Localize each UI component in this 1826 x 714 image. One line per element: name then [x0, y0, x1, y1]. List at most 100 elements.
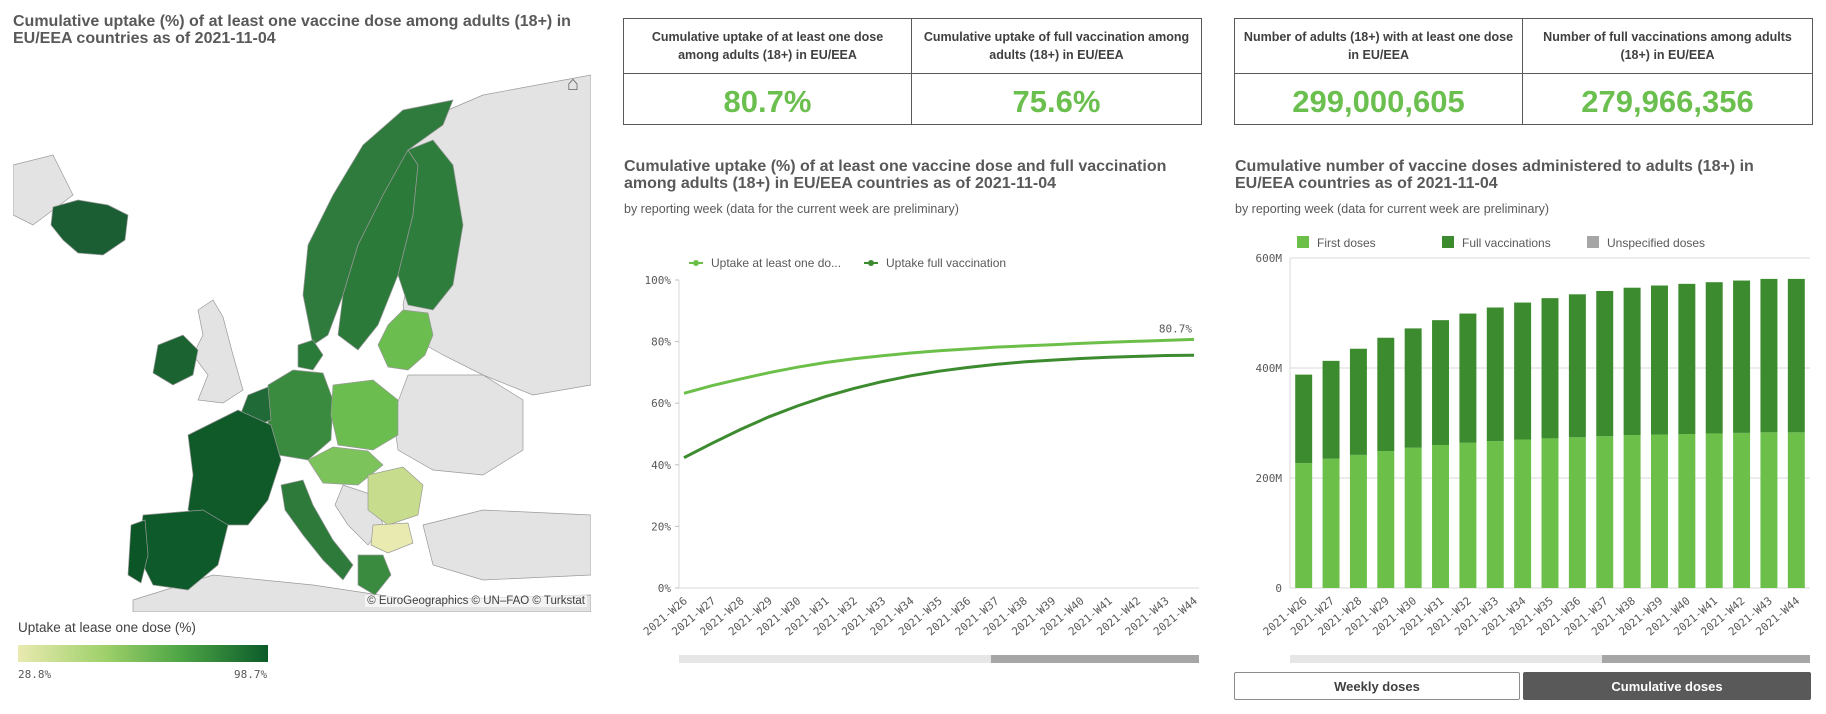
iceland-shape	[50, 199, 129, 256]
series-line-full-vaccination	[683, 353, 1195, 460]
map-legend-gradient	[18, 645, 268, 662]
kpi-full-vaccinations: Number of full vaccinations among adults…	[1522, 18, 1813, 125]
y-tick-label: 80%	[651, 336, 671, 349]
series-line-first-dose	[683, 337, 1195, 395]
bar-first-doses	[1322, 458, 1340, 588]
turkey-region	[422, 509, 591, 581]
cumulative-doses-button[interactable]: Cumulative doses	[1523, 672, 1811, 700]
denmark-shape	[297, 339, 324, 371]
finland-shape	[397, 139, 464, 311]
bar-full-vaccinations	[1733, 280, 1751, 433]
bar-chart[interactable]: First doses Full vaccinations Unspecified …	[1235, 230, 1826, 675]
france-shape	[187, 409, 282, 526]
kpi-value: 80.7%	[723, 83, 812, 119]
map-attribution: © EuroGeographics © UN–FAO © Turkstat	[365, 595, 587, 607]
bar-full-vaccinations	[1514, 302, 1532, 440]
legend-label: Unspecified doses	[1607, 236, 1705, 250]
y-tick-label: 20%	[651, 520, 671, 533]
bar-first-doses	[1760, 432, 1778, 588]
bar-full-vaccinations	[1322, 360, 1340, 459]
bar-full-vaccinations	[1349, 348, 1367, 455]
end-value-label: 80.7%	[1159, 322, 1192, 335]
scrollbar-thumb	[991, 655, 1199, 663]
scrollbar-track	[679, 655, 1199, 663]
bar-first-doses	[1459, 442, 1477, 588]
bulgaria-shape	[370, 522, 414, 554]
legend-label: Full vaccinations	[1462, 236, 1551, 250]
y-tick-label: 400M	[1256, 362, 1283, 375]
kpi-label: Cumulative uptake of full vaccination am…	[912, 19, 1201, 74]
bar-first-doses	[1787, 432, 1805, 588]
legend-swatch	[1442, 236, 1454, 248]
y-tick-label: 600M	[1256, 252, 1283, 265]
legend-marker	[693, 260, 699, 266]
bar-full-vaccinations	[1623, 287, 1641, 436]
legend-swatch	[1587, 236, 1599, 248]
kpi-value: 75.6%	[1012, 83, 1101, 119]
bar-first-doses	[1377, 451, 1395, 588]
y-tick-label: 200M	[1256, 472, 1283, 485]
map-legend-min: 28.8%	[18, 668, 52, 681]
bar-first-doses	[1404, 447, 1422, 588]
vaccination-map[interactable]: ⌂ © EuroGeographics © UN–FAO © Turkstat	[13, 55, 591, 612]
legend-label: First doses	[1317, 236, 1376, 250]
kpi-label: Cumulative uptake of at least one dose a…	[624, 19, 911, 74]
bar-full-vaccinations	[1760, 278, 1778, 433]
map-legend-title: Uptake at lease one dose (%)	[18, 620, 196, 635]
kpi-adults-first-dose: Number of adults (18+) with at least one…	[1234, 18, 1523, 125]
scrollbar-thumb	[1602, 655, 1810, 663]
scrollbar-track	[1290, 655, 1810, 663]
bar-full-vaccinations	[1295, 374, 1313, 464]
bar-first-doses	[1432, 445, 1450, 588]
bar-first-doses	[1596, 436, 1614, 588]
weekly-doses-button[interactable]: Weekly doses	[1234, 672, 1520, 700]
kpi-label: Number of full vaccinations among adults…	[1523, 19, 1812, 74]
y-tick-label: 0%	[658, 582, 672, 595]
y-tick-label: 0	[1275, 582, 1282, 595]
bar-full-vaccinations	[1459, 313, 1477, 443]
bar-full-vaccinations	[1596, 291, 1614, 437]
kpi-label: Number of adults (18+) with at least one…	[1235, 19, 1522, 74]
bar-first-doses	[1678, 434, 1696, 588]
bar-full-vaccinations	[1432, 320, 1450, 445]
central-europe-shape	[307, 446, 384, 486]
bar-full-vaccinations	[1486, 307, 1504, 442]
home-icon[interactable]: ⌂	[566, 73, 579, 95]
legend-swatch	[1297, 236, 1309, 248]
bar-chart-title: Cumulative number of vaccine doses admin…	[1235, 158, 1754, 192]
bar-first-doses	[1486, 441, 1504, 588]
poland-shape	[330, 379, 399, 451]
romania-shape	[367, 466, 424, 526]
bar-full-vaccinations	[1568, 294, 1586, 438]
bar-full-vaccinations	[1705, 282, 1723, 434]
bar-first-doses	[1349, 454, 1367, 588]
bar-full-vaccinations	[1787, 278, 1805, 433]
line-chart-subtitle: by reporting week (data for the current …	[624, 202, 959, 216]
bar-full-vaccinations	[1541, 298, 1559, 439]
line-chart-title: Cumulative uptake (%) of at least one va…	[624, 158, 1167, 192]
kpi-value: 279,966,356	[1581, 83, 1754, 119]
map-title: Cumulative uptake (%) of at least one va…	[13, 13, 571, 47]
bar-first-doses	[1514, 439, 1532, 588]
map-legend-max: 98.7%	[234, 668, 268, 681]
bar-first-doses	[1295, 463, 1313, 588]
bar-first-doses	[1568, 437, 1586, 588]
bar-full-vaccinations	[1678, 283, 1696, 434]
kpi-full-vaccination-uptake: Cumulative uptake of full vaccination am…	[911, 18, 1202, 125]
kpi-value: 299,000,605	[1292, 83, 1465, 119]
germany-shape	[267, 369, 334, 461]
ireland-shape	[152, 334, 199, 386]
bar-first-doses	[1733, 432, 1751, 588]
greece-shape	[357, 554, 392, 596]
y-tick-label: 100%	[645, 274, 672, 287]
y-tick-label: 40%	[651, 459, 671, 472]
portugal-shape	[127, 519, 149, 584]
bar-full-vaccinations	[1650, 285, 1668, 435]
legend-label: Uptake full vaccination	[886, 256, 1006, 270]
italy-shape	[280, 479, 354, 581]
legend-marker	[868, 260, 874, 266]
bar-first-doses	[1705, 433, 1723, 588]
line-chart[interactable]: Uptake at least one do... Uptake full vac…	[624, 250, 1214, 675]
bar-first-doses	[1650, 434, 1668, 588]
bar-full-vaccinations	[1377, 337, 1395, 452]
